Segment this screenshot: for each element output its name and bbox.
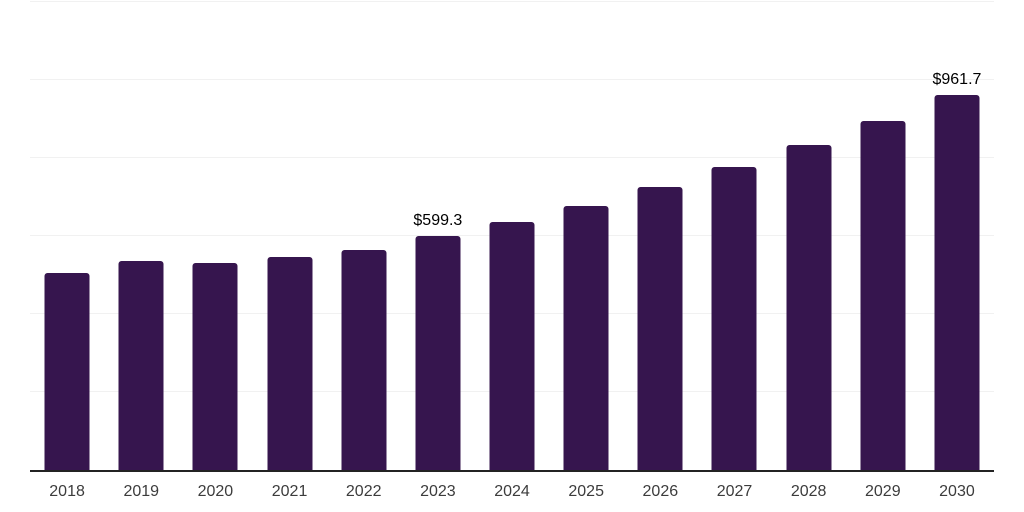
x-tick-2023: 2023 xyxy=(420,483,456,500)
x-tick-2022: 2022 xyxy=(345,483,382,500)
bar-column-2022 xyxy=(327,2,401,470)
bar-2018 xyxy=(44,273,90,470)
x-tick-2019: 2019 xyxy=(123,483,160,500)
bar-column-2030: $961.7 xyxy=(920,2,994,470)
bar-column-2019 xyxy=(104,2,178,470)
x-tick-2029: 2029 xyxy=(865,483,901,500)
bar-column-2028 xyxy=(772,2,846,470)
gridline-800 xyxy=(30,157,994,158)
bar-2024 xyxy=(489,222,535,470)
x-tick-2025: 2025 xyxy=(568,483,604,500)
bar-2026 xyxy=(637,186,683,470)
bar-column-2025 xyxy=(549,2,623,470)
bars-layer: $599.3 $961.7 xyxy=(30,2,994,470)
bar-2027 xyxy=(711,167,757,470)
bar-2029 xyxy=(860,120,906,470)
bar-column-2023: $599.3 xyxy=(401,2,475,470)
bar-2030 xyxy=(934,94,980,470)
x-tick-2021: 2021 xyxy=(271,483,308,500)
data-label-2023: $599.3 xyxy=(413,212,463,230)
x-tick-2020: 2020 xyxy=(197,483,234,500)
gridline-1000 xyxy=(30,79,994,80)
x-tick-2030: 2030 xyxy=(939,483,975,500)
x-tick-2024: 2024 xyxy=(494,483,530,500)
bar-2020 xyxy=(192,263,238,470)
bar-2022 xyxy=(341,249,387,470)
x-tick-2027: 2027 xyxy=(716,483,753,500)
bar-2025 xyxy=(563,205,609,470)
bar-2028 xyxy=(786,144,832,470)
bar-2023 xyxy=(415,236,461,470)
x-tick-2026: 2026 xyxy=(642,483,679,500)
bar-column-2026 xyxy=(623,2,697,470)
bar-2021 xyxy=(267,257,313,470)
bar-column-2021 xyxy=(252,2,326,470)
bar-column-2027 xyxy=(697,2,771,470)
data-label-2030: $961.7 xyxy=(932,70,982,88)
plot-area: $599.3 $961.7 xyxy=(30,1,994,472)
x-tick-2028: 2028 xyxy=(790,483,827,500)
bar-column-2018 xyxy=(30,2,104,470)
x-axis-tick-labels: 2018 2019 2020 2021 2022 2023 2024 2025 2026 2027… xyxy=(30,482,994,502)
bar-column-2020 xyxy=(178,2,252,470)
gridline-1200 xyxy=(30,1,994,2)
bar-column-2024 xyxy=(475,2,549,470)
bar-column-2029 xyxy=(846,2,920,470)
x-axis-line xyxy=(30,470,994,472)
x-tick-2018: 2018 xyxy=(49,483,85,500)
bar-2019 xyxy=(118,261,164,470)
